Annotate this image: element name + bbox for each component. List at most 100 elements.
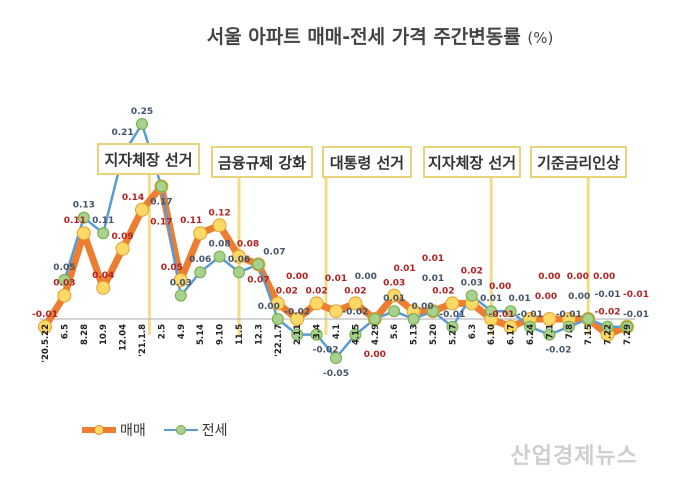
data-label: 0.25: [131, 107, 153, 117]
data-label: -0.01: [623, 290, 649, 300]
data-point: [621, 320, 633, 333]
data-label: 0.06: [228, 255, 250, 265]
data-label: 0.07: [263, 247, 285, 257]
data-label: 0.02: [276, 286, 298, 296]
data-point: [252, 258, 265, 271]
x-tick-label: 4.15: [351, 324, 361, 345]
data-label: 0.01: [393, 264, 415, 274]
x-tick-label: '22.1.7: [274, 324, 284, 357]
x-tick-label: 6.10: [487, 324, 497, 345]
data-label: -0.01: [32, 310, 58, 320]
x-tick-label: 11.5: [235, 324, 245, 345]
data-label: 0.02: [432, 286, 454, 296]
x-tick-label: 6.24: [526, 324, 536, 345]
data-point: [504, 305, 517, 318]
data-point: [57, 288, 72, 303]
annotation-box: 금융규제 강화: [211, 146, 313, 178]
x-tick-label: '21.1.8: [138, 324, 148, 357]
data-label: 0.21: [111, 128, 133, 138]
x-tick-label: 10.9: [99, 324, 109, 345]
data-label: 0.00: [593, 272, 615, 282]
x-tick-label: 5.13: [410, 324, 420, 345]
data-label: 0.01: [480, 294, 502, 304]
annotation-box: 대통령 선거: [322, 146, 412, 178]
title-unit: (%): [527, 29, 554, 47]
data-label: 0.00: [411, 302, 433, 312]
data-point: [232, 249, 246, 264]
title-text: 서울 아파트 매매-전세 가격 주간변동률: [206, 26, 521, 48]
data-label: 0.09: [111, 232, 133, 242]
data-point: [562, 320, 575, 333]
data-point: [291, 328, 304, 341]
data-label: 0.05: [53, 263, 75, 273]
data-label: 0.01: [383, 294, 405, 304]
x-tick-label: 2.5: [157, 324, 167, 339]
x-tick-label: 5.14: [196, 324, 206, 345]
x-tick-label: 8.28: [80, 324, 90, 345]
x-tick-label: 5.6: [390, 324, 400, 339]
data-label: 0.17: [150, 217, 172, 227]
data-point: [543, 328, 556, 341]
data-label: 0.08: [208, 240, 230, 250]
data-label: -0.02: [313, 346, 339, 356]
annotation-box: 기준금리인상: [530, 146, 627, 178]
legend-label: 전세: [201, 423, 228, 439]
data-point: [115, 241, 130, 256]
data-label: -0.01: [623, 310, 649, 320]
data-point: [329, 304, 343, 319]
data-label: -0.01: [439, 310, 465, 320]
data-point: [542, 312, 557, 326]
data-label: 0.12: [208, 208, 230, 218]
data-point: [348, 296, 363, 311]
data-point: [445, 296, 460, 311]
data-label: -0.01: [489, 310, 515, 320]
data-label: 0.00: [567, 272, 589, 282]
data-label: 0.00: [535, 292, 557, 302]
data-label: 0.00: [258, 302, 280, 312]
data-point: [446, 320, 459, 333]
data-label: 0.14: [122, 193, 144, 203]
x-tick-label: 3.4: [313, 324, 323, 339]
data-label: 0.11: [92, 216, 114, 226]
data-label: 0.02: [344, 286, 366, 296]
data-label: -0.02: [342, 308, 368, 318]
data-point: [194, 266, 207, 279]
data-label: 0.02: [305, 286, 327, 296]
x-tick-label: 6.3: [468, 324, 478, 339]
x-tick-label: 5.20: [429, 324, 439, 345]
data-point: [155, 180, 168, 193]
data-label: -0.02: [284, 308, 310, 318]
x-tick-label: 7.1: [545, 324, 555, 339]
data-label: 0.00: [364, 350, 386, 360]
data-label: -0.01: [517, 310, 543, 320]
data-label: 0.11: [180, 216, 202, 226]
data-label: -0.02: [595, 308, 621, 318]
legend-swatch-jeonse: [163, 425, 198, 435]
data-label: 0.13: [73, 201, 95, 211]
data-point: [193, 226, 208, 241]
data-label: 0.01: [422, 274, 444, 284]
data-point: [270, 296, 285, 311]
data-point: [368, 313, 381, 325]
data-point: [213, 250, 226, 263]
x-tick-label: 7.8: [565, 324, 575, 339]
data-label: 0.00: [286, 272, 308, 282]
x-tick-label: 12.3: [254, 324, 264, 345]
data-point: [330, 352, 342, 364]
x-tick-label: 12.04: [119, 324, 129, 351]
data-label: 0.05: [161, 263, 183, 273]
annotation-box: 지자체장 선거: [97, 143, 200, 175]
data-label: -0.01: [556, 310, 582, 320]
x-tick-label: 7.22: [604, 324, 614, 345]
data-label: 0.01: [325, 274, 347, 284]
data-point: [465, 289, 478, 302]
data-label: 0.04: [92, 271, 114, 281]
x-tick-label: 5.27: [448, 324, 458, 345]
data-point: [582, 313, 595, 325]
x-tick-label: 7.29: [623, 324, 633, 345]
data-point: [77, 211, 90, 224]
legend: 매매 전세: [82, 420, 228, 440]
legend-label: 매매: [120, 423, 146, 439]
